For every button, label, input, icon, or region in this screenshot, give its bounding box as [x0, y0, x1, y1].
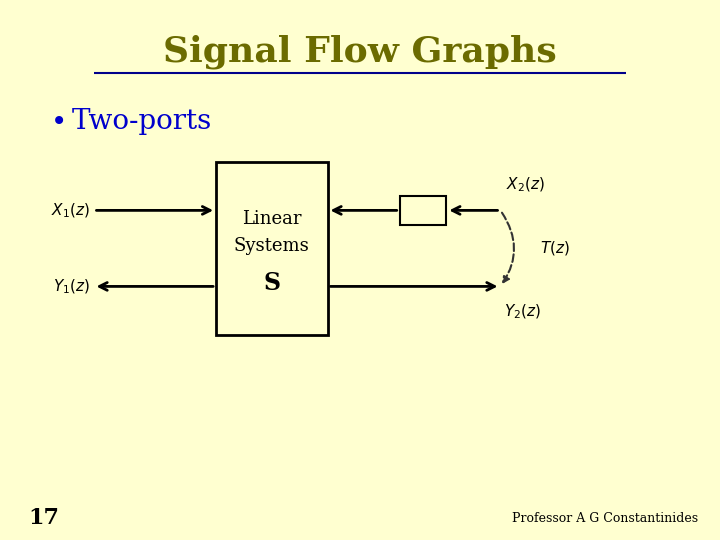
Text: $T(z)$: $T(z)$ [540, 239, 570, 258]
Text: Signal Flow Graphs: Signal Flow Graphs [163, 34, 557, 69]
Text: S: S [264, 272, 280, 295]
Text: $X_2(z)$: $X_2(z)$ [506, 176, 545, 194]
Text: Two-ports: Two-ports [72, 108, 212, 135]
Text: Systems: Systems [234, 237, 310, 255]
Text: $Y_2(z)$: $Y_2(z)$ [504, 302, 541, 321]
Text: $Y_1(z)$: $Y_1(z)$ [53, 277, 90, 295]
Text: 17: 17 [29, 508, 60, 529]
Text: Linear: Linear [242, 210, 302, 228]
Text: Professor A G Constantinides: Professor A G Constantinides [512, 512, 698, 525]
FancyArrowPatch shape [502, 213, 514, 282]
Bar [400, 195, 446, 225]
Text: •: • [50, 107, 67, 136]
Bar [216, 162, 328, 335]
Text: $X_1(z)$: $X_1(z)$ [51, 201, 90, 220]
